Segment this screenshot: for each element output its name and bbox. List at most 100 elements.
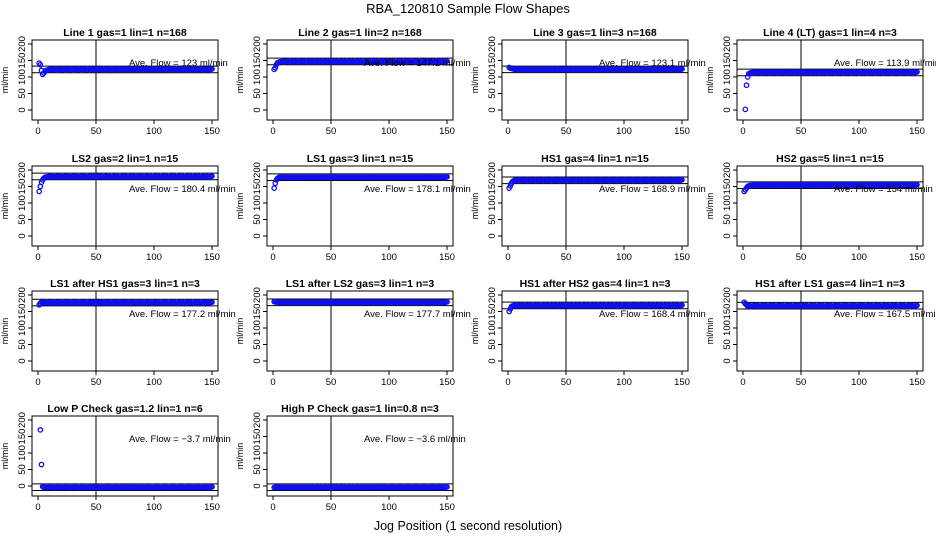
avg-flow-annotation: Ave. Flow = 168.9 ml/min (599, 184, 706, 195)
x-tick-label: 150 (204, 126, 220, 137)
x-tick-label: 100 (381, 502, 397, 513)
plot-frame (31, 39, 219, 121)
avg-flow-annotation: Ave. Flow = 178.1 ml/min (364, 184, 471, 195)
x-tick-label: 50 (326, 377, 337, 388)
panel-9: LS1 after HS1 gas=3 lin=1 n=305010015020… (0, 278, 236, 388)
y-tick-label: 50 (487, 214, 498, 225)
data-point (272, 180, 279, 187)
plot-frame (501, 39, 689, 121)
x-tick-label: 50 (326, 126, 337, 137)
y-tick-label: 0 (17, 107, 28, 112)
plot-frame (266, 39, 454, 121)
data-point (914, 69, 920, 75)
x-tick-label: 50 (91, 252, 102, 263)
avg-flow-annotation: Ave. Flow = 123 ml/min (129, 58, 228, 69)
x-tick-label: 50 (91, 126, 102, 137)
y-tick-label: 0 (722, 233, 733, 238)
x-tick-label: 150 (674, 126, 690, 137)
x-tick-label: 0 (505, 252, 510, 263)
y-tick-label: 50 (487, 88, 498, 99)
x-tick-label: 100 (851, 377, 867, 388)
y-tick-label: 150 (722, 53, 733, 69)
panel-title: Line 3 gas=1 lin=3 n=168 (533, 27, 657, 39)
x-tick-label: 0 (35, 377, 40, 388)
y-tick-label: 200 (252, 36, 263, 52)
x-tick-label: 100 (381, 252, 397, 263)
y-tick-label: 50 (17, 464, 28, 475)
data-point (271, 185, 278, 191)
panel-title: LS1 after LS2 gas=3 lin=1 n=3 (286, 278, 435, 290)
data-point (743, 82, 750, 89)
panel-title: LS1 after HS1 gas=3 lin=1 n=3 (50, 278, 200, 290)
x-tick-label: 50 (91, 377, 102, 388)
panel-title: Line 4 (LT) gas=1 lin=4 n=3 (763, 27, 897, 39)
avg-flow-annotation: Ave. Flow = 147.1 ml/min (364, 58, 471, 69)
x-tick-label: 50 (91, 502, 102, 513)
panel-title: Line 2 gas=1 lin=2 n=168 (298, 27, 422, 39)
panel-14: High P Check gas=1 lin=0.8 n=30501001502… (235, 403, 466, 513)
x-tick-label: 100 (616, 377, 632, 388)
x-tick-label: 150 (909, 252, 925, 263)
x-tick-label: 0 (270, 502, 275, 513)
y-axis-label: ml/min (470, 318, 480, 345)
y-tick-label: 100 (252, 320, 263, 336)
y-tick-label: 150 (17, 429, 28, 445)
y-tick-label: 0 (487, 233, 498, 238)
y-tick-label: 50 (252, 88, 263, 99)
y-tick-label: 0 (252, 107, 263, 112)
data-point (914, 302, 920, 309)
data-point (679, 176, 685, 183)
plot-frame (266, 165, 454, 247)
avg-flow-annotation: Ave. Flow = 154 ml/min (834, 184, 933, 195)
x-tick-label: 150 (439, 126, 455, 137)
data-point (37, 427, 44, 433)
y-tick-label: 0 (17, 358, 28, 363)
data-point (742, 106, 749, 113)
x-tick-label: 50 (561, 252, 572, 263)
x-tick-label: 150 (204, 252, 220, 263)
avg-flow-annotation: Ave. Flow = −3.7 ml/min (129, 434, 231, 445)
data-point (38, 461, 45, 468)
y-tick-label: 200 (17, 162, 28, 178)
y-tick-label: 50 (17, 88, 28, 99)
y-tick-label: 100 (252, 195, 263, 211)
y-tick-label: 100 (487, 320, 498, 336)
data-point (444, 298, 450, 305)
y-tick-label: 200 (252, 162, 263, 178)
y-tick-label: 200 (487, 287, 498, 303)
y-axis-label: ml/min (235, 318, 245, 345)
y-axis-label: ml/min (235, 67, 245, 94)
avg-flow-annotation: Ave. Flow = 180.4 ml/min (129, 184, 236, 195)
y-tick-label: 100 (17, 195, 28, 211)
y-axis-label: ml/min (705, 193, 715, 220)
y-tick-label: 50 (252, 339, 263, 350)
data-point (36, 188, 43, 195)
y-tick-label: 50 (722, 88, 733, 99)
panel-title: High P Check gas=1 lin=0.8 n=3 (281, 403, 439, 415)
y-tick-label: 150 (722, 304, 733, 320)
y-tick-label: 0 (722, 107, 733, 112)
data-point (914, 181, 920, 188)
y-tick-label: 100 (722, 69, 733, 85)
x-tick-label: 0 (505, 377, 510, 388)
y-tick-label: 200 (252, 412, 263, 428)
panel-title: HS1 gas=4 lin=1 n=15 (541, 153, 649, 165)
y-tick-label: 200 (17, 287, 28, 303)
y-tick-label: 50 (252, 214, 263, 225)
data-point (272, 64, 279, 71)
y-tick-label: 150 (487, 179, 498, 195)
plot-frame (31, 415, 219, 497)
y-axis-label: ml/min (0, 318, 10, 345)
plot-frame (736, 290, 924, 372)
y-tick-label: 200 (252, 287, 263, 303)
x-tick-label: 50 (326, 252, 337, 263)
y-axis-label: ml/min (0, 67, 10, 94)
x-tick-label: 0 (740, 126, 745, 137)
y-tick-label: 50 (17, 339, 28, 350)
y-tick-label: 150 (17, 304, 28, 320)
x-tick-label: 150 (674, 252, 690, 263)
y-tick-label: 50 (722, 339, 733, 350)
